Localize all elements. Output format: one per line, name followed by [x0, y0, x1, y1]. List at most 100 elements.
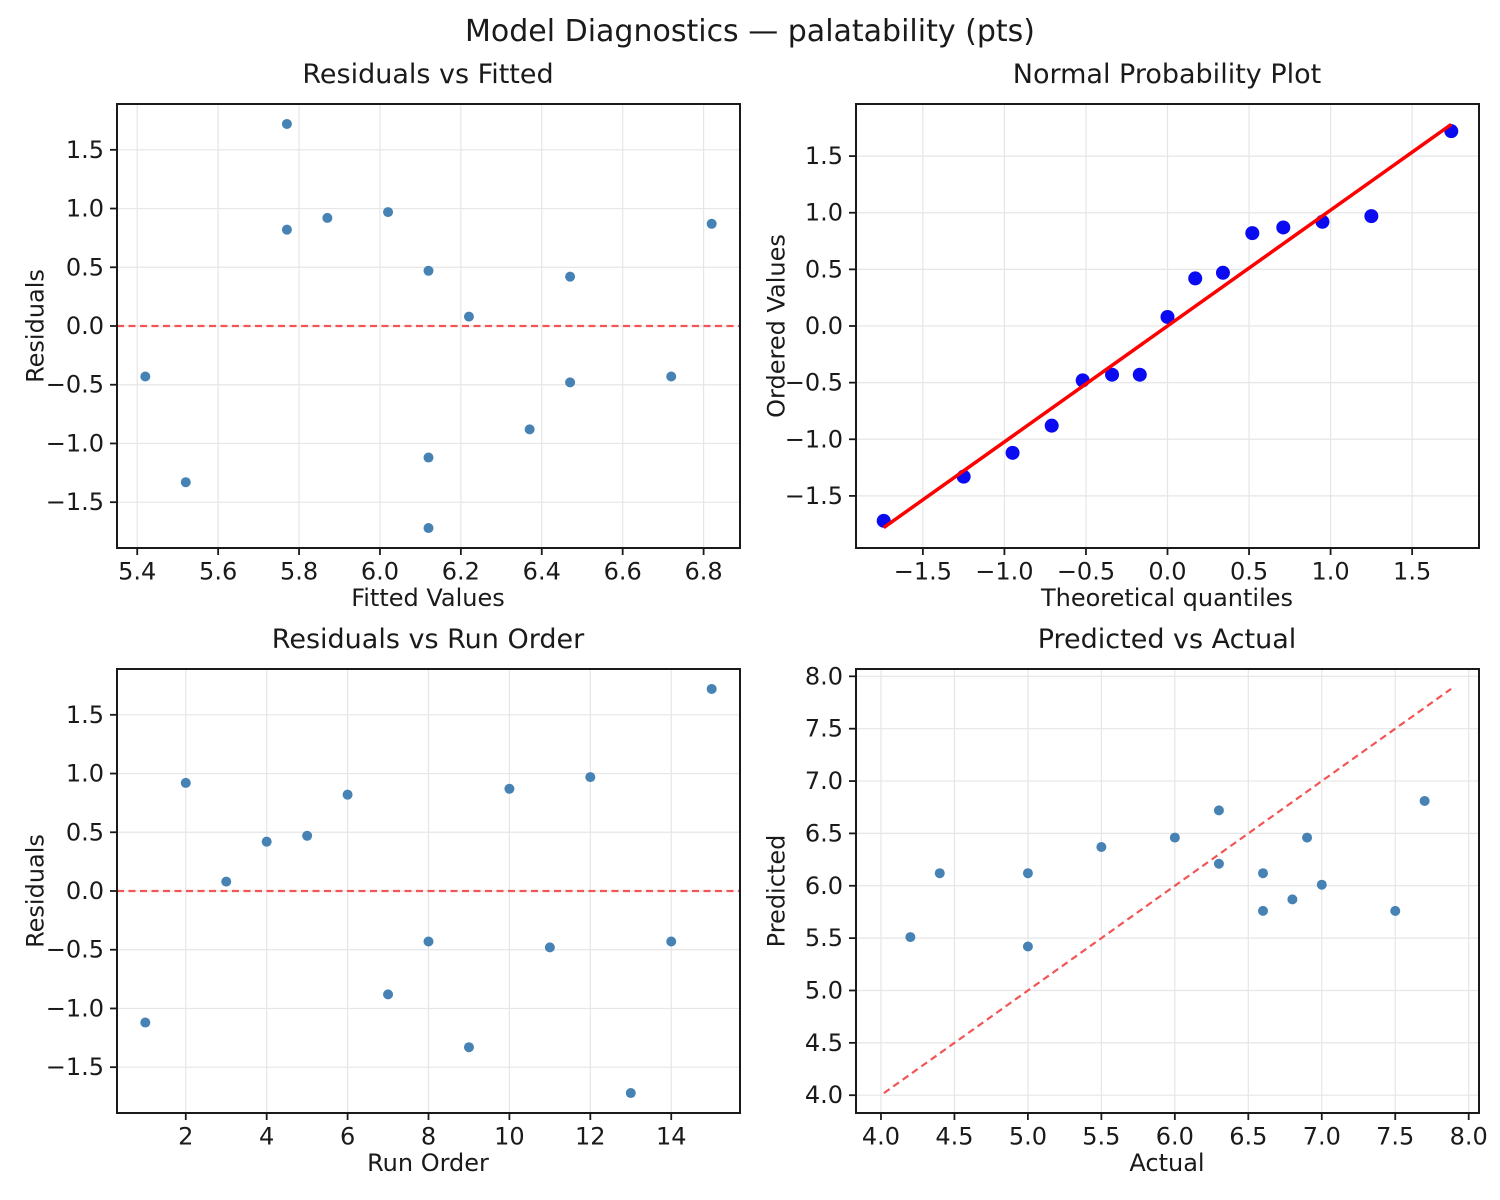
yaxis-label-predicted: Predicted: [762, 834, 791, 948]
subplot-title-normal-probability: Normal Probability Plot: [1012, 59, 1322, 90]
y-tick-label: 1.5: [805, 142, 843, 170]
axes-frame: [855, 668, 1480, 1114]
x-tick-label: 0.5: [1230, 558, 1268, 586]
scatter-point: [1276, 220, 1291, 235]
scatter-point: [342, 789, 353, 800]
scatter-point: [281, 224, 292, 235]
x-tick-label: −1.0: [975, 558, 1033, 586]
scatter-point: [905, 932, 916, 943]
x-tick-label: 6.2: [442, 558, 480, 586]
x-tick-label: 10: [494, 1123, 525, 1151]
y-tick-label: 0.5: [66, 253, 104, 281]
y-tick-label: −1.0: [46, 994, 104, 1022]
x-tick-label: 6: [340, 1123, 355, 1151]
scatter-point: [1213, 805, 1224, 816]
scatter-point: [383, 207, 394, 218]
x-tick-label: 1.0: [1312, 558, 1350, 586]
scatter-point: [221, 876, 232, 887]
scatter-point: [585, 772, 596, 783]
y-tick-label: 1.0: [66, 760, 104, 788]
scatter-point: [1044, 418, 1059, 433]
scatter-point: [1302, 832, 1313, 843]
x-tick-label: 6.5: [1229, 1123, 1267, 1151]
y-tick-label: 5.5: [805, 924, 843, 952]
y-tick-label: 1.0: [66, 195, 104, 223]
scatter-point: [1188, 271, 1203, 286]
scatter-point: [140, 371, 151, 382]
scatter-point: [1258, 868, 1269, 879]
plot-normal-probability-plot: −1.5 −1.0 −0.5 0.0 0.5 1.0 1.5 −1.5 −1.0 −0.5 0.0 0…: [785, 103, 1480, 586]
y-tick-label: −1.5: [785, 482, 843, 510]
scatter-point: [1022, 868, 1033, 879]
y-tick-label: 0.0: [66, 877, 104, 905]
y-tick-label: 7.0: [805, 767, 843, 795]
scatter-point: [1022, 941, 1033, 952]
xaxis-label-theoretical-quantiles: Theoretical quantiles: [1040, 584, 1294, 612]
y-tick-label: 5.0: [805, 976, 843, 1004]
scatter-point: [1105, 367, 1120, 382]
scatter-point: [140, 1017, 151, 1028]
scatter-point: [1005, 445, 1020, 460]
y-tick-label: −1.0: [46, 429, 104, 457]
y-tick-label: 0.0: [66, 312, 104, 340]
scatter-point: [504, 783, 515, 794]
y-tick-label: 4.0: [805, 1081, 843, 1109]
x-tick-label: 6.6: [604, 558, 642, 586]
scatter-point: [1364, 209, 1379, 224]
y-tick-label: 7.5: [805, 715, 843, 743]
y-tick-label: 1.0: [805, 199, 843, 227]
x-tick-label: 6.4: [523, 558, 561, 586]
y-tick-label: −1.0: [785, 425, 843, 453]
y-tick-label: −1.5: [46, 1053, 104, 1081]
x-tick-label: 2: [178, 1123, 193, 1151]
scatter-point: [565, 377, 576, 388]
x-tick-label: 5.6: [199, 558, 237, 586]
scatter-point: [423, 936, 434, 947]
x-tick-label: 5.8: [280, 558, 318, 586]
x-tick-label: −1.5: [894, 558, 952, 586]
plot-residuals-vs-run-order: 2 4 6 8 10 12 14 −1.5 −1.0 −0.5 0.0 0.5 1.0 1.5: [46, 668, 741, 1151]
yaxis-label-ordered-values: Ordered Values: [762, 234, 791, 418]
x-tick-label: 8: [421, 1123, 436, 1151]
scatter-point: [1213, 858, 1224, 869]
scatter-point: [524, 424, 535, 435]
y-tick-label: 6.0: [805, 872, 843, 900]
scatter-point: [423, 523, 434, 534]
y-tick-label: 6.5: [805, 819, 843, 847]
scatter-point: [383, 989, 394, 1000]
scatter-point: [1096, 842, 1107, 853]
scatter-point: [1316, 879, 1327, 890]
x-tick-label: 6.0: [1156, 1123, 1194, 1151]
x-tick-label: 12: [575, 1123, 606, 1151]
scatter-point: [423, 265, 434, 276]
scatter-point: [706, 683, 717, 694]
fit-line: [882, 122, 1453, 530]
x-tick-label: 5.4: [118, 558, 156, 586]
scatter-point: [565, 271, 576, 282]
scatter-point: [261, 836, 272, 847]
x-tick-label: 14: [656, 1123, 687, 1151]
scatter-point: [1287, 894, 1298, 905]
scatter-point: [463, 1042, 474, 1053]
x-tick-label: 1.5: [1393, 558, 1431, 586]
scatter-point: [544, 942, 555, 953]
y-tick-label: −0.5: [46, 371, 104, 399]
scatter-point: [1390, 905, 1401, 916]
subplot-title-predicted-vs-actual: Predicted vs Actual: [1037, 624, 1297, 655]
scatter-point: [934, 868, 945, 879]
y-tick-label: 0.5: [66, 818, 104, 846]
scatter-point: [180, 477, 191, 488]
scatter-point: [1169, 832, 1180, 843]
yaxis-label-residuals-top: Residuals: [21, 269, 50, 383]
x-tick-label: 6.0: [361, 558, 399, 586]
scatter-point: [1258, 905, 1269, 916]
y-tick-label: −0.5: [46, 936, 104, 964]
y-tick-label: 4.5: [805, 1029, 843, 1057]
plot-residuals-vs-fitted: 5.4 5.6 5.8 6.0 6.2 6.4 6.6 6.8 −1.5 −1.0 −0.5 0.0 0…: [46, 103, 741, 586]
x-tick-label: 5.5: [1082, 1123, 1120, 1151]
scatter-point: [1160, 309, 1175, 324]
x-tick-label: 4: [259, 1123, 274, 1151]
x-tick-label: 0.0: [1148, 558, 1186, 586]
scatter-point: [281, 118, 292, 129]
